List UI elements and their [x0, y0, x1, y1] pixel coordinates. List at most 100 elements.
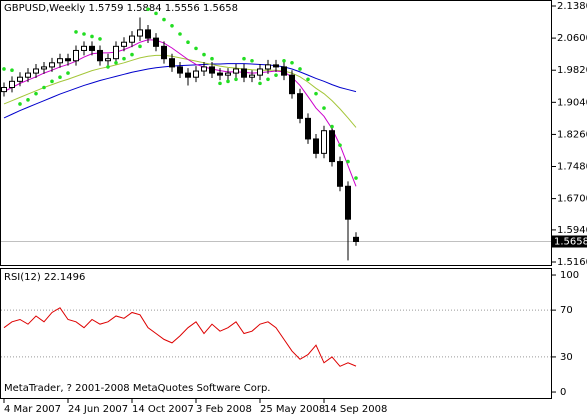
sar-dot	[266, 77, 270, 82]
sar-dot	[186, 40, 190, 45]
y-tick-label: 100	[560, 270, 579, 281]
sar-dot	[274, 73, 278, 77]
candle-body	[97, 49, 103, 62]
sar-dot	[2, 67, 6, 71]
x-tick-label: 14 Sep 2008	[324, 404, 387, 415]
sar-dot	[210, 56, 214, 61]
rsi-title: RSI(12) 22.1496	[4, 272, 85, 283]
sar-dot	[42, 85, 46, 90]
sar-dot	[306, 77, 310, 82]
sar-dot	[130, 52, 134, 57]
candle-body	[265, 64, 271, 70]
candle-body	[169, 58, 175, 68]
chart-title: GBPUSD,Weekly 1.5759 1.5884 1.5556 1.565…	[4, 3, 238, 14]
y-tick-label: 1.8260	[557, 129, 587, 140]
candle-body	[337, 161, 343, 187]
candle-body	[225, 72, 231, 76]
sar-dot	[82, 32, 86, 36]
sar-dot	[314, 91, 318, 96]
candle-body	[305, 117, 311, 140]
candle-body	[273, 64, 279, 68]
x-tick-label: 3 Feb 2008	[196, 404, 252, 415]
moving-average	[3, 39, 357, 187]
candle-body	[281, 66, 287, 76]
sar-dot	[194, 46, 198, 51]
candle-body	[297, 93, 303, 119]
last-price-box	[552, 235, 587, 248]
candle-body	[217, 72, 223, 76]
candle-body	[49, 62, 55, 68]
candle-body	[257, 68, 263, 76]
sar-dot	[282, 58, 286, 63]
moving-average	[3, 54, 357, 128]
candle-body	[353, 236, 359, 243]
sar-dot	[346, 159, 350, 164]
sar-dot	[290, 61, 294, 65]
last-price-label: 1.5658	[554, 237, 587, 248]
candle-body	[65, 58, 71, 62]
candle-body	[1, 86, 7, 93]
candle-body	[41, 66, 47, 70]
sar-dot	[234, 77, 238, 82]
y-tick-label: 1.5160	[557, 257, 587, 268]
y-tick-label: 1.7480	[557, 162, 587, 173]
candle-body	[233, 68, 239, 74]
price-panel	[0, 0, 552, 266]
y-tick-label: 0	[560, 387, 566, 398]
sar-dot	[114, 61, 118, 65]
candle-body	[329, 130, 335, 163]
sar-dot	[74, 30, 78, 34]
y-tick-label: 1.9040	[557, 97, 587, 108]
candle-body	[73, 49, 79, 62]
sar-dot	[218, 81, 222, 86]
sar-dot	[18, 102, 22, 106]
sar-dot	[322, 106, 326, 110]
x-tick-label: 14 Oct 2007	[132, 404, 194, 415]
candle-body	[145, 29, 151, 39]
candle-body	[9, 80, 15, 88]
sar-dot	[162, 17, 166, 22]
sar-dot	[242, 56, 246, 61]
candle-body	[153, 37, 159, 47]
sar-dot	[178, 32, 182, 36]
rsi-panel	[0, 268, 552, 399]
sar-dot	[298, 67, 302, 71]
sar-dot	[138, 44, 142, 49]
candle-body	[201, 66, 207, 72]
candle-body	[161, 45, 167, 60]
candle-body	[33, 68, 39, 74]
candle-body	[185, 72, 191, 78]
sar-dot	[354, 176, 358, 180]
sar-dot	[226, 79, 230, 84]
candle-body	[25, 72, 31, 78]
candle-body	[249, 74, 255, 78]
candle-body	[209, 66, 215, 74]
y-tick-label: 1.6700	[557, 194, 587, 205]
sar-dot	[250, 58, 254, 63]
candle-body	[105, 58, 111, 62]
sar-dot	[50, 79, 54, 84]
x-tick-label: 4 Mar 2007	[4, 404, 61, 415]
sar-dot	[258, 81, 262, 86]
y-tick-label: 1.5940	[557, 225, 587, 236]
sar-dot	[146, 7, 150, 12]
sar-dot	[26, 98, 30, 102]
y-tick-label: 2.0600	[557, 33, 587, 44]
sar-dot	[10, 68, 14, 73]
candle-body	[89, 45, 95, 51]
rsi-line	[3, 307, 357, 367]
sar-dot	[98, 37, 102, 41]
sar-dot	[90, 34, 94, 39]
y-tick-label: 30	[560, 352, 573, 363]
sar-dot	[66, 71, 70, 75]
candle-body	[17, 76, 23, 82]
candle-body	[129, 35, 135, 43]
candle-body	[313, 138, 319, 154]
candle-body	[137, 29, 143, 37]
sar-dot	[154, 11, 158, 16]
y-tick-label: 70	[560, 305, 573, 316]
sar-dot	[202, 52, 206, 57]
x-tick-label: 25 May 2008	[260, 404, 325, 415]
sar-dot	[330, 124, 334, 129]
